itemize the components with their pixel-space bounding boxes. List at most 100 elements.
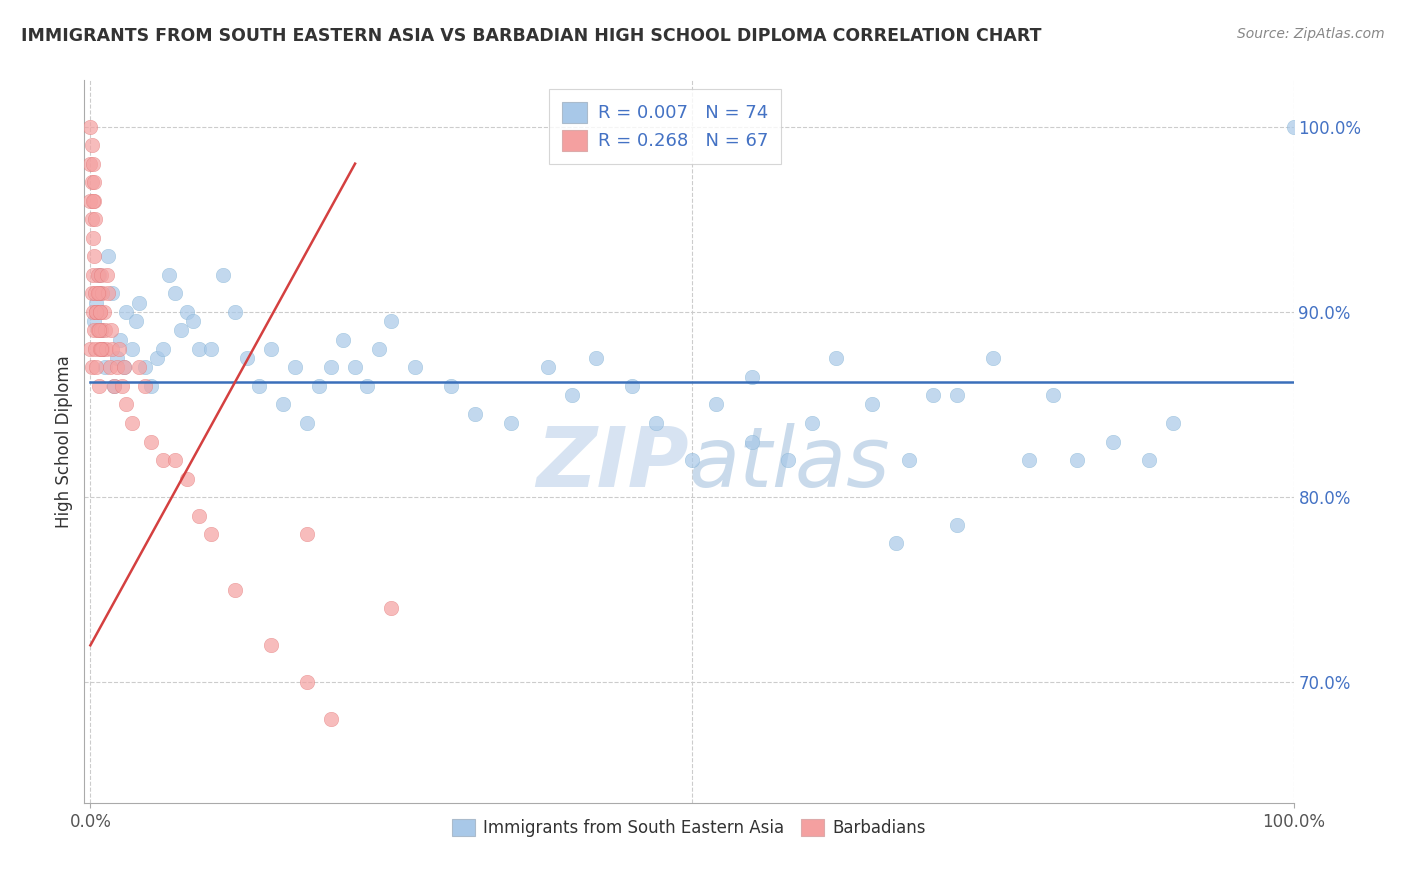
Legend: Immigrants from South Eastern Asia, Barbadians: Immigrants from South Eastern Asia, Barb…	[443, 810, 935, 845]
Point	[134, 379, 156, 393]
Point	[332, 333, 354, 347]
Point	[139, 434, 162, 449]
Point	[89, 305, 111, 319]
Point	[295, 416, 318, 430]
Text: ZIP: ZIP	[536, 423, 689, 504]
Point	[86, 305, 108, 319]
Point	[295, 675, 318, 690]
Point	[83, 194, 105, 208]
Point	[87, 323, 110, 337]
Point	[128, 360, 150, 375]
Point	[83, 249, 105, 263]
Point	[860, 397, 883, 411]
Point	[90, 323, 112, 337]
Point	[163, 453, 186, 467]
Point	[112, 360, 135, 375]
Point	[121, 342, 143, 356]
Point	[200, 527, 222, 541]
Point	[86, 323, 108, 337]
Point	[87, 379, 110, 393]
Point	[181, 314, 204, 328]
Point	[112, 360, 135, 375]
Point	[163, 286, 186, 301]
Point	[82, 268, 104, 282]
Point	[100, 323, 122, 337]
Point	[87, 268, 110, 282]
Point	[1102, 434, 1125, 449]
Point	[128, 295, 150, 310]
Text: Source: ZipAtlas.com: Source: ZipAtlas.com	[1237, 27, 1385, 41]
Point	[169, 323, 191, 337]
Point	[260, 638, 283, 652]
Point	[97, 249, 120, 263]
Point	[271, 397, 294, 411]
Point	[103, 379, 125, 393]
Point	[108, 342, 131, 356]
Point	[86, 268, 108, 282]
Point	[89, 342, 111, 356]
Point	[83, 175, 105, 189]
Point	[704, 397, 727, 411]
Point	[236, 351, 259, 366]
Point	[152, 342, 174, 356]
Point	[187, 508, 209, 523]
Point	[644, 416, 666, 430]
Point	[1137, 453, 1160, 467]
Point	[134, 360, 156, 375]
Point	[83, 323, 105, 337]
Point	[101, 342, 124, 356]
Point	[464, 407, 486, 421]
Point	[356, 379, 378, 393]
Point	[84, 212, 107, 227]
Point	[90, 268, 112, 282]
Point	[681, 453, 703, 467]
Point	[103, 379, 125, 393]
Point	[97, 286, 120, 301]
Point	[921, 388, 943, 402]
Point	[176, 472, 198, 486]
Point	[86, 305, 108, 319]
Point	[93, 305, 115, 319]
Y-axis label: High School Diploma: High School Diploma	[55, 355, 73, 528]
Point	[981, 351, 1004, 366]
Point	[224, 305, 246, 319]
Point	[101, 286, 124, 301]
Point	[125, 314, 148, 328]
Point	[585, 351, 607, 366]
Point	[80, 360, 103, 375]
Point	[111, 379, 134, 393]
Point	[86, 295, 108, 310]
Point	[152, 453, 174, 467]
Point	[247, 379, 270, 393]
Point	[897, 453, 920, 467]
Point	[295, 527, 318, 541]
Point	[741, 434, 763, 449]
Point	[84, 286, 107, 301]
Point	[86, 360, 108, 375]
Point	[501, 416, 523, 430]
Point	[368, 342, 391, 356]
Point	[801, 416, 824, 430]
Point	[105, 360, 128, 375]
Point	[89, 305, 111, 319]
Point	[82, 305, 104, 319]
Point	[96, 268, 118, 282]
Point	[284, 360, 307, 375]
Point	[308, 379, 330, 393]
Point	[80, 212, 103, 227]
Point	[79, 156, 101, 170]
Point	[620, 379, 643, 393]
Point	[89, 286, 111, 301]
Point	[440, 379, 463, 393]
Point	[1066, 453, 1088, 467]
Point	[91, 286, 114, 301]
Point	[945, 517, 967, 532]
Point	[344, 360, 367, 375]
Point	[80, 138, 103, 153]
Point	[945, 388, 967, 402]
Point	[741, 369, 763, 384]
Point	[83, 314, 105, 328]
Point	[115, 397, 138, 411]
Point	[90, 323, 112, 337]
Point	[561, 388, 583, 402]
